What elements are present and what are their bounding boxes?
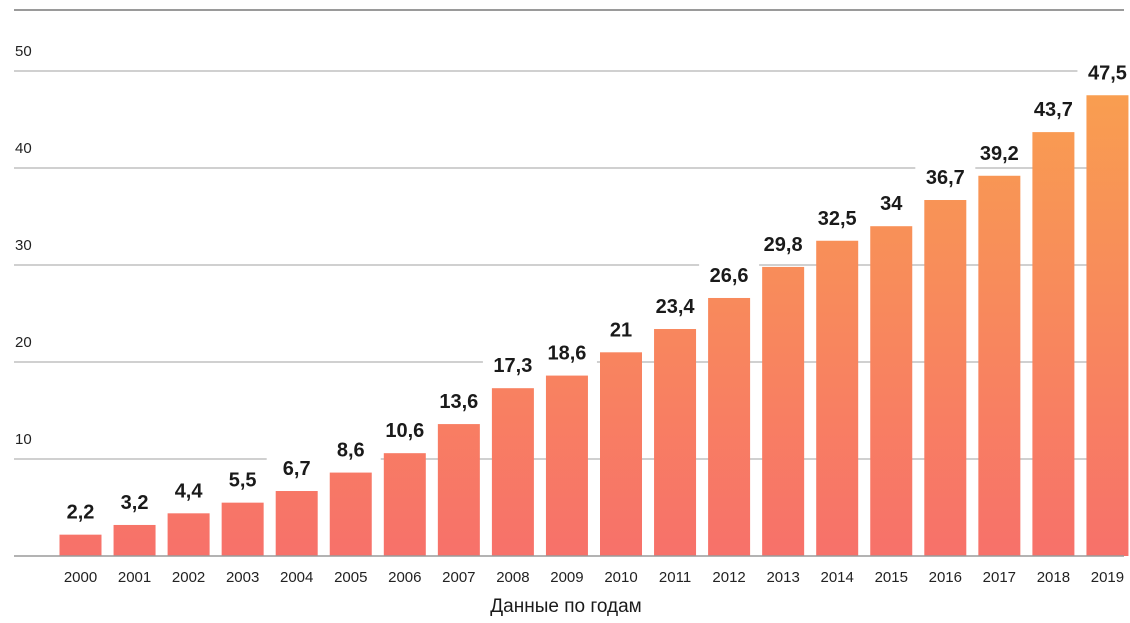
data-label-2010: 21 bbox=[610, 319, 632, 341]
data-label-2009: 18,6 bbox=[547, 343, 586, 365]
x-tick-label-2017: 2017 bbox=[983, 569, 1016, 586]
x-tick-label-2019: 2019 bbox=[1091, 569, 1124, 586]
data-label-backing bbox=[374, 417, 435, 444]
bar-2018 bbox=[1032, 132, 1075, 557]
x-tick-label-2018: 2018 bbox=[1037, 569, 1070, 586]
x-tick-label-2001: 2001 bbox=[118, 569, 151, 586]
x-tick-label-2016: 2016 bbox=[929, 569, 962, 586]
data-label-2000: 2,2 bbox=[67, 502, 95, 524]
data-label-backing bbox=[699, 261, 760, 288]
data-label-2017: 39,2 bbox=[980, 143, 1019, 165]
data-label-backing bbox=[212, 466, 273, 493]
data-label-backing bbox=[536, 339, 597, 366]
bar-2001 bbox=[113, 524, 156, 556]
data-label-2019: 47,5 bbox=[1088, 62, 1127, 84]
x-tick-label-2014: 2014 bbox=[821, 569, 854, 586]
data-label-backing bbox=[753, 230, 814, 257]
data-label-backing bbox=[482, 352, 543, 379]
data-label-backing bbox=[50, 498, 111, 525]
x-tick-label-2015: 2015 bbox=[875, 569, 908, 586]
bar-2015 bbox=[870, 226, 913, 556]
x-tick-label-2002: 2002 bbox=[172, 569, 205, 586]
x-tick-label-2009: 2009 bbox=[550, 569, 583, 586]
x-tick-label-2000: 2000 bbox=[64, 569, 97, 586]
y-tick-label: 50 bbox=[15, 43, 32, 60]
bar-2002 bbox=[167, 513, 210, 556]
x-tick-label-2004: 2004 bbox=[280, 569, 313, 586]
bar-2010 bbox=[600, 352, 642, 556]
bar-2016 bbox=[924, 200, 967, 556]
y-tick-label: 20 bbox=[15, 334, 32, 351]
y-tick-label: 40 bbox=[15, 140, 32, 157]
data-label-backing bbox=[1023, 96, 1084, 123]
data-label-2003: 5,5 bbox=[229, 470, 257, 492]
x-tick-label-2011: 2011 bbox=[659, 569, 691, 586]
bar-2019 bbox=[1086, 95, 1129, 556]
data-label-2016: 36,7 bbox=[926, 167, 965, 189]
x-tick-label-2012: 2012 bbox=[712, 569, 745, 586]
x-tick-label-2013: 2013 bbox=[766, 569, 799, 586]
x-tick-label-2003: 2003 bbox=[226, 569, 259, 586]
y-tick-label: 30 bbox=[15, 237, 32, 254]
data-label-backing bbox=[266, 455, 327, 482]
data-label-2007: 13,6 bbox=[439, 391, 478, 413]
data-label-2008: 17,3 bbox=[493, 355, 532, 377]
data-label-2015: 34 bbox=[880, 193, 903, 215]
data-label-backing bbox=[645, 293, 706, 320]
bar-2011 bbox=[654, 329, 697, 556]
data-label-2018: 43,7 bbox=[1034, 99, 1073, 121]
bar-2005 bbox=[329, 472, 372, 556]
bar-2014 bbox=[816, 240, 859, 556]
bar-2006 bbox=[383, 453, 426, 556]
data-labels: 2,2 3,2 4,4 5,5 6,7 8,6 10,6 13,6 17,3 18,6 21 23,4… bbox=[50, 59, 1130, 525]
bar-2009 bbox=[545, 375, 588, 556]
data-label-2005: 8,6 bbox=[337, 440, 365, 462]
data-label-backing bbox=[104, 488, 165, 515]
x-tick-label-2008: 2008 bbox=[496, 569, 529, 586]
data-label-2002: 4,4 bbox=[175, 480, 204, 502]
data-label-backing bbox=[861, 190, 922, 217]
data-label-2006: 10,6 bbox=[385, 420, 424, 442]
data-label-2011: 23,4 bbox=[656, 296, 696, 318]
bar-2012 bbox=[708, 297, 751, 556]
data-label-2014: 32,5 bbox=[818, 208, 857, 230]
bar-2007 bbox=[437, 424, 480, 556]
bar-2000 bbox=[59, 534, 102, 556]
bar-2008 bbox=[491, 388, 534, 556]
data-label-backing bbox=[158, 477, 219, 504]
data-label-backing bbox=[320, 436, 381, 463]
data-label-backing bbox=[969, 139, 1030, 166]
y-axis-tick-labels: 10 20 30 40 50 bbox=[15, 43, 32, 448]
data-label-backing bbox=[428, 388, 489, 415]
bar-2013 bbox=[762, 266, 805, 556]
x-axis-tick-labels: 2000 2001 2002 2003 2004 2005 2006 2007 2008 2009… bbox=[64, 569, 1124, 586]
data-label-backing bbox=[591, 316, 651, 343]
data-label-2013: 29,8 bbox=[764, 234, 803, 256]
data-label-backing bbox=[1077, 59, 1130, 86]
bar-2003 bbox=[221, 502, 264, 556]
x-tick-label-2007: 2007 bbox=[442, 569, 475, 586]
data-label-backing bbox=[915, 164, 976, 191]
data-label-2001: 3,2 bbox=[121, 492, 149, 514]
data-label-2012: 26,6 bbox=[710, 265, 749, 287]
x-tick-label-2006: 2006 bbox=[388, 569, 421, 586]
x-tick-label-2010: 2010 bbox=[604, 569, 637, 586]
bars bbox=[59, 95, 1129, 557]
x-tick-label-2005: 2005 bbox=[334, 569, 367, 586]
bar-2017 bbox=[978, 175, 1021, 556]
bar-2004 bbox=[275, 491, 318, 556]
y-tick-label: 10 bbox=[15, 431, 32, 448]
x-axis-title: Данные по годам bbox=[490, 596, 641, 617]
data-label-2004: 6,7 bbox=[283, 458, 311, 480]
data-label-backing bbox=[807, 204, 868, 231]
